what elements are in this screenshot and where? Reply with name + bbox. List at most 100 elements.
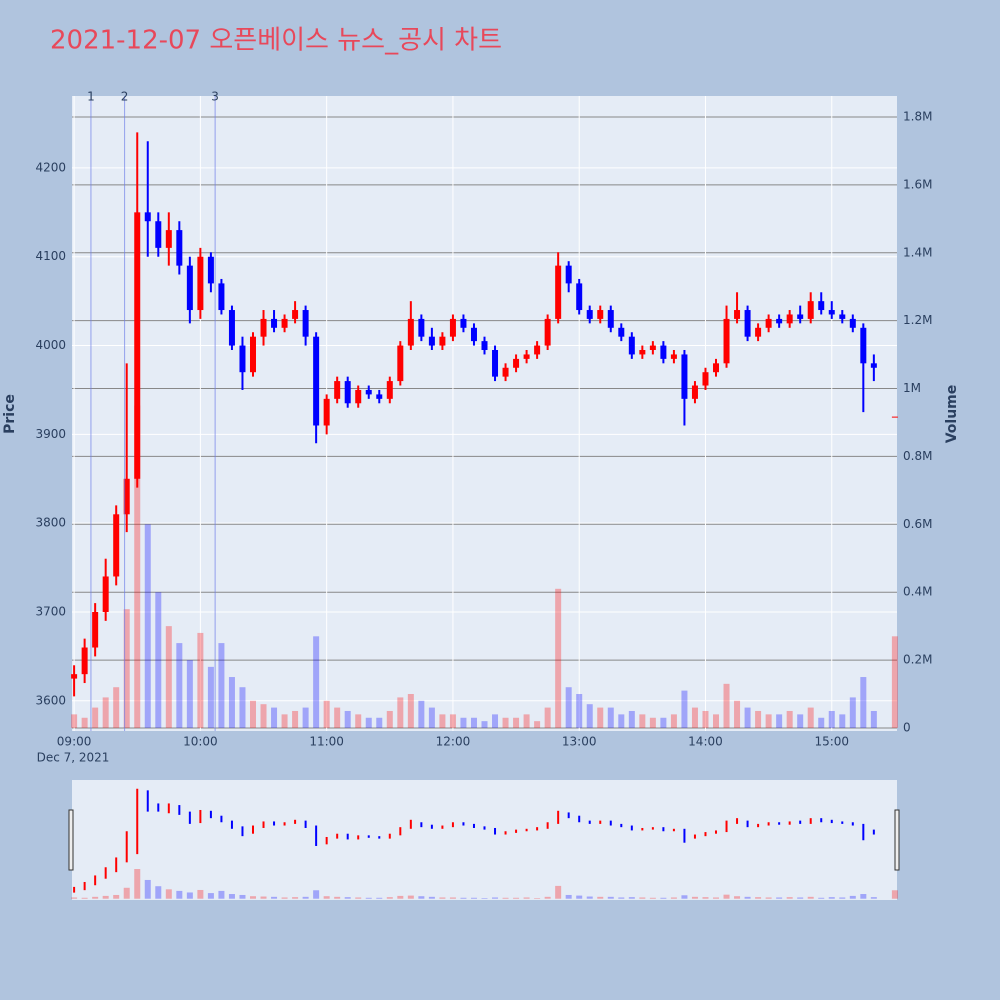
volume-bar — [281, 714, 288, 728]
y2-tick-label: 1.6M — [903, 177, 932, 191]
slider-volume-bar — [239, 894, 246, 899]
candle-body — [123, 478, 130, 515]
candle-body — [397, 345, 404, 382]
slider-volume-bar — [313, 890, 320, 899]
volume-bar — [165, 626, 172, 728]
candle-body — [797, 314, 804, 319]
y2-tick-label: 1.4M — [903, 245, 932, 259]
candle-body — [670, 354, 677, 359]
slider-volume-bar — [586, 896, 593, 899]
slider-volume-bar — [365, 897, 372, 899]
candle-body — [92, 611, 99, 648]
candle-body — [628, 336, 635, 355]
slider-volume-bar — [460, 897, 467, 899]
slider-volume-bar — [670, 897, 677, 899]
volume-bar — [271, 707, 278, 728]
volume-bar — [586, 704, 593, 728]
y-tick-label: 3600 — [35, 693, 66, 707]
slider-volume-bar — [649, 897, 656, 899]
volume-bar — [765, 714, 772, 728]
candle-body — [386, 381, 393, 399]
candle-body — [586, 310, 593, 319]
slider-volume-bar — [555, 885, 562, 899]
candle-body — [144, 212, 151, 222]
volume-bar — [523, 714, 530, 728]
slider-volume-bar — [765, 897, 772, 899]
slider-volume-bar — [197, 889, 204, 899]
candle-body — [81, 647, 88, 675]
slider-volume-bar — [818, 897, 825, 899]
candle-body — [313, 336, 320, 426]
x-tick-label: 12:00 — [436, 735, 471, 749]
candle-body — [734, 310, 741, 319]
volume-bar — [755, 710, 762, 728]
volume-bar — [407, 694, 414, 728]
candle-body — [891, 416, 898, 418]
slider-volume-bar — [113, 894, 120, 899]
volume-bar — [123, 609, 130, 728]
slider-volume-bar — [702, 897, 709, 899]
volume-bar — [744, 707, 751, 728]
slider-volume-bar — [691, 896, 698, 899]
candle-body — [576, 283, 583, 311]
volume-bar — [702, 710, 709, 728]
volume-bar — [197, 632, 204, 728]
candle-body — [849, 318, 856, 328]
volume-bar — [428, 707, 435, 728]
annotation-label: 1 — [87, 90, 95, 104]
candle-body — [544, 318, 551, 346]
y2-tick-label: 0.8M — [903, 449, 932, 463]
candle-body — [776, 318, 783, 324]
x-date-label: Dec 7, 2021 — [37, 751, 110, 765]
volume-bar — [807, 707, 814, 728]
y2-tick-label: 0 — [903, 720, 911, 734]
y2-tick-label: 1.8M — [903, 110, 932, 124]
candle-body — [555, 265, 562, 319]
y-tick-label: 4100 — [35, 249, 66, 263]
candle-body — [376, 394, 383, 399]
slider-volume-bar — [839, 897, 846, 899]
slider-volume-bar — [492, 897, 499, 899]
candle-body — [155, 221, 162, 248]
candle-body — [71, 674, 78, 679]
range-slider[interactable] — [72, 780, 897, 900]
candle-body — [355, 389, 362, 404]
volume-bar — [344, 710, 351, 728]
volume-bar — [92, 707, 99, 728]
candle-body — [702, 372, 709, 386]
slider-volume-bar — [134, 869, 141, 899]
plot-area — [72, 96, 897, 731]
volume-bar — [418, 700, 425, 728]
x-tick-label: 09:00 — [57, 735, 92, 749]
slider-volume-bar — [355, 897, 362, 899]
y2-tick-label: 1M — [903, 381, 921, 395]
annotation-label: 3 — [211, 90, 219, 104]
candle-body — [365, 389, 372, 395]
candle-body — [165, 230, 172, 248]
volume-bar — [628, 710, 635, 728]
slider-volume-bar — [597, 896, 604, 899]
candle-body — [807, 301, 814, 319]
slider-volume-bar — [344, 897, 351, 899]
slider-volume-bar — [828, 897, 835, 899]
slider-volume-bar — [207, 893, 214, 899]
candle-body — [418, 318, 425, 337]
volume-bar — [260, 704, 267, 728]
volume-bar — [544, 707, 551, 728]
candle-body — [860, 327, 867, 364]
slider-volume-bar — [144, 879, 151, 899]
volume-bar — [691, 707, 698, 728]
candle-body — [239, 345, 246, 373]
candle-body — [407, 318, 414, 346]
volume-bar — [776, 714, 783, 728]
candle-body — [260, 318, 267, 337]
candle-body — [186, 265, 193, 311]
x-tick-label: 10:00 — [183, 735, 218, 749]
candle-body — [765, 318, 772, 328]
slider-volume-bar — [744, 896, 751, 899]
candle-body — [681, 354, 688, 399]
volume-bar — [186, 660, 193, 728]
slider-volume-bar — [407, 895, 414, 899]
slider-volume-bar — [397, 895, 404, 899]
slider-volume-bar — [481, 898, 488, 899]
